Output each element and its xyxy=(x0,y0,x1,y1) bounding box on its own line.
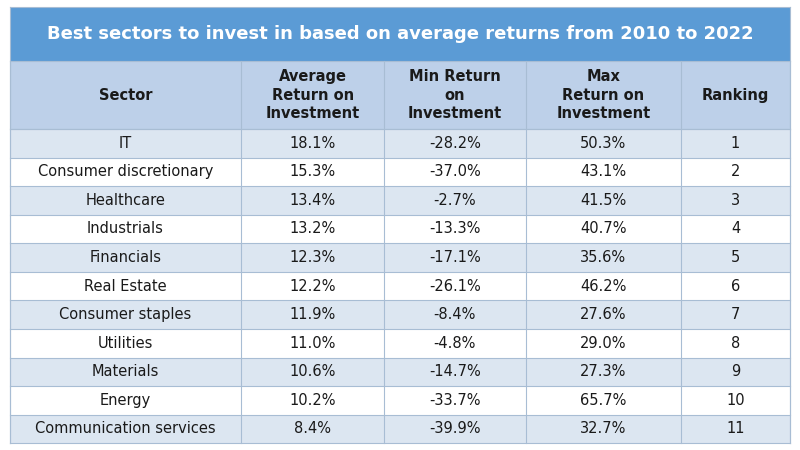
Text: 27.6%: 27.6% xyxy=(580,307,626,322)
Text: 15.3%: 15.3% xyxy=(290,164,336,180)
Bar xyxy=(10,243,790,272)
Text: 4: 4 xyxy=(731,221,740,236)
Text: -2.7%: -2.7% xyxy=(434,193,476,208)
Text: 12.3%: 12.3% xyxy=(290,250,336,265)
Text: -26.1%: -26.1% xyxy=(429,279,481,293)
Text: 46.2%: 46.2% xyxy=(580,279,626,293)
Text: 13.4%: 13.4% xyxy=(290,193,336,208)
Text: -13.3%: -13.3% xyxy=(430,221,481,236)
Text: Healthcare: Healthcare xyxy=(86,193,166,208)
Text: 10: 10 xyxy=(726,393,745,408)
Text: 5: 5 xyxy=(731,250,740,265)
Text: 50.3%: 50.3% xyxy=(580,136,626,151)
Text: Best sectors to invest in based on average returns from 2010 to 2022: Best sectors to invest in based on avera… xyxy=(46,25,754,43)
Bar xyxy=(10,7,790,61)
Bar xyxy=(10,61,790,129)
Text: Financials: Financials xyxy=(90,250,162,265)
Text: 8.4%: 8.4% xyxy=(294,422,331,436)
Bar xyxy=(10,158,790,186)
Bar xyxy=(10,272,790,301)
Bar xyxy=(10,186,790,215)
Text: 11.0%: 11.0% xyxy=(290,336,336,351)
Bar xyxy=(10,386,790,415)
Text: 9: 9 xyxy=(731,364,740,379)
Text: 43.1%: 43.1% xyxy=(580,164,626,180)
Text: 18.1%: 18.1% xyxy=(290,136,336,151)
Text: 10.2%: 10.2% xyxy=(290,393,336,408)
Text: Min Return
on
Investment: Min Return on Investment xyxy=(408,69,502,121)
Text: Communication services: Communication services xyxy=(35,422,216,436)
Bar xyxy=(10,301,790,329)
Bar xyxy=(10,329,790,358)
Text: Sector: Sector xyxy=(98,88,152,103)
Text: 32.7%: 32.7% xyxy=(580,422,626,436)
Text: -37.0%: -37.0% xyxy=(429,164,481,180)
Text: 65.7%: 65.7% xyxy=(580,393,626,408)
Text: 8: 8 xyxy=(731,336,740,351)
Text: Ranking: Ranking xyxy=(702,88,769,103)
Bar xyxy=(10,215,790,243)
Text: Real Estate: Real Estate xyxy=(84,279,167,293)
Text: -39.9%: -39.9% xyxy=(429,422,481,436)
Text: 40.7%: 40.7% xyxy=(580,221,626,236)
Text: -33.7%: -33.7% xyxy=(429,393,481,408)
Text: IT: IT xyxy=(119,136,132,151)
Text: 11.9%: 11.9% xyxy=(290,307,336,322)
Bar xyxy=(10,358,790,386)
Text: -4.8%: -4.8% xyxy=(434,336,476,351)
Text: -28.2%: -28.2% xyxy=(429,136,481,151)
Text: 3: 3 xyxy=(731,193,740,208)
Text: Max
Return on
Investment: Max Return on Investment xyxy=(556,69,650,121)
Text: 29.0%: 29.0% xyxy=(580,336,626,351)
Bar xyxy=(10,129,790,157)
Text: Utilities: Utilities xyxy=(98,336,153,351)
Text: 6: 6 xyxy=(731,279,740,293)
Text: 27.3%: 27.3% xyxy=(580,364,626,379)
Text: Energy: Energy xyxy=(100,393,151,408)
Text: 13.2%: 13.2% xyxy=(290,221,336,236)
Text: -8.4%: -8.4% xyxy=(434,307,476,322)
Text: -14.7%: -14.7% xyxy=(429,364,481,379)
Text: Consumer staples: Consumer staples xyxy=(59,307,192,322)
Text: 11: 11 xyxy=(726,422,745,436)
Text: -17.1%: -17.1% xyxy=(429,250,481,265)
Text: Materials: Materials xyxy=(92,364,159,379)
Text: 10.6%: 10.6% xyxy=(290,364,336,379)
Text: 7: 7 xyxy=(731,307,740,322)
Text: Consumer discretionary: Consumer discretionary xyxy=(38,164,213,180)
Text: 2: 2 xyxy=(731,164,740,180)
Text: 12.2%: 12.2% xyxy=(290,279,336,293)
Text: 41.5%: 41.5% xyxy=(580,193,626,208)
Text: 1: 1 xyxy=(731,136,740,151)
Text: Average
Return on
Investment: Average Return on Investment xyxy=(266,69,360,121)
Text: 35.6%: 35.6% xyxy=(580,250,626,265)
Bar xyxy=(10,415,790,443)
Text: Industrials: Industrials xyxy=(87,221,164,236)
